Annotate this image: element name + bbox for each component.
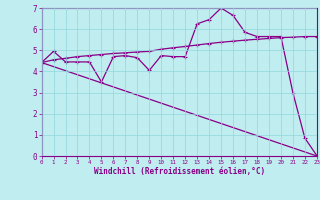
X-axis label: Windchill (Refroidissement éolien,°C): Windchill (Refroidissement éolien,°C) (94, 167, 265, 176)
